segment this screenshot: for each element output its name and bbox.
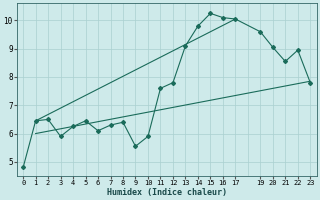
X-axis label: Humidex (Indice chaleur): Humidex (Indice chaleur) [107, 188, 227, 197]
